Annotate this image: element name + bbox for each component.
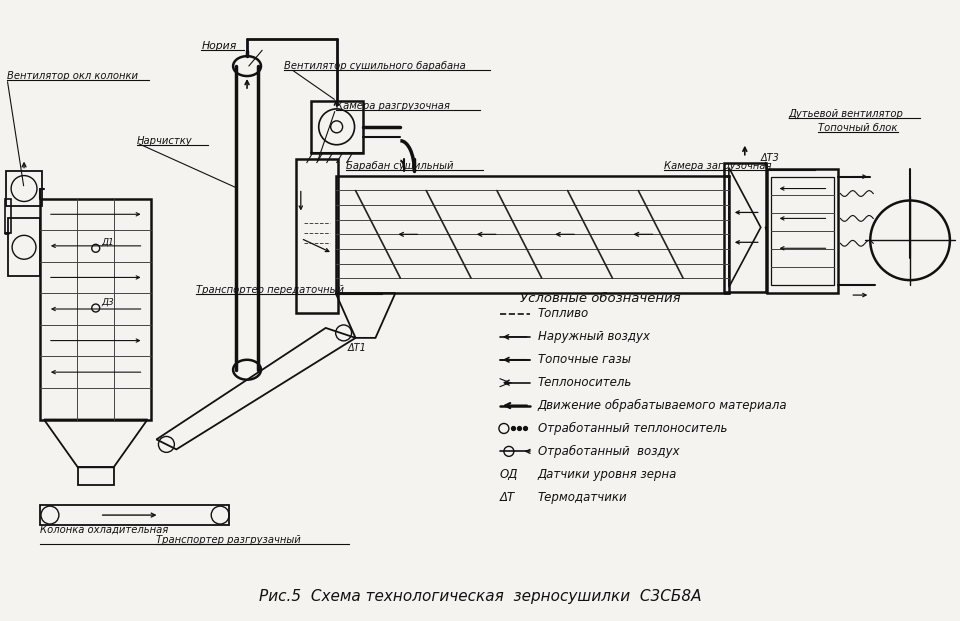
Text: Теплоноситель: Теплоноситель [538,376,632,389]
Text: Нарчистку: Нарчистку [136,136,192,146]
Text: Наружный воздух: Наружный воздух [538,330,650,343]
Text: Топочный блок: Топочный блок [819,123,898,133]
Text: Отработанный теплоноситель: Отработанный теплоноситель [538,422,727,435]
Bar [767,169,838,293]
Text: Вентилятор сушильного барабана: Вентилятор сушильного барабана [284,61,466,71]
Text: Отработанный  воздух: Отработанный воздух [538,445,680,458]
Bar [311,101,363,153]
Bar [40,199,152,420]
Bar [336,176,729,293]
Bar [78,467,113,485]
Text: Рис.5  Схема технологическая  зерносушилки  С3СБ8А: Рис.5 Схема технологическая зерносушилки… [259,589,701,604]
Bar [296,159,338,313]
Text: Транспортер передаточный: Транспортер передаточный [196,285,345,295]
Text: Вентилятор окл колонки: Вентилятор окл колонки [7,71,138,81]
Text: Камера загрузочная: Камера загрузочная [664,161,772,171]
Text: Термодатчики: Термодатчики [538,491,628,504]
Text: Транспортер разгрузачный: Транспортер разгрузачный [156,535,301,545]
Text: Д1: Д1 [102,238,114,247]
Text: ΔТ: ΔТ [500,491,515,504]
Text: Условные обозначения: Условные обозначения [519,292,681,305]
Text: ОД: ОД [500,468,518,481]
Text: ΔТ1: ΔТ1 [348,343,367,353]
Text: ΔТ3: ΔТ3 [760,153,780,163]
Bar [40,505,229,525]
Bar [724,163,766,292]
Bar [5,199,12,233]
Text: Нория: Нория [202,41,236,51]
Text: Д3: Д3 [102,297,114,307]
Bar [771,176,834,285]
Text: Движение обрабатываемого материала: Движение обрабатываемого материала [538,399,787,412]
Text: Барабан сушильный: Барабан сушильный [346,161,453,171]
Bar [8,219,40,276]
Text: Топливо: Топливо [538,307,589,320]
Text: Камера разгрузочная: Камера разгрузочная [336,101,449,111]
Text: Дутьевой вентилятор: Дутьевой вентилятор [788,109,903,119]
Text: Топочные газы: Топочные газы [538,353,631,366]
Text: Колонка охладительная: Колонка охладительная [40,525,168,535]
Bar [6,171,42,206]
Text: Датчики уровня зерна: Датчики уровня зерна [538,468,677,481]
